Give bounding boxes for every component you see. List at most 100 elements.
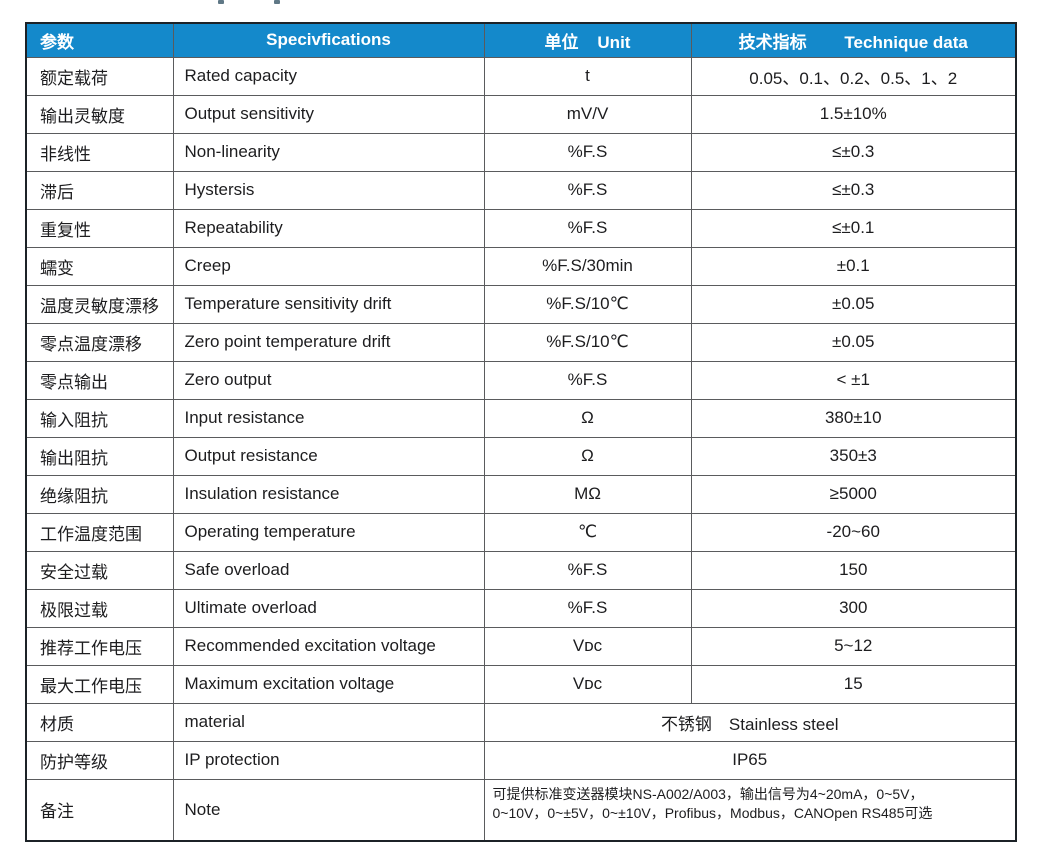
value-cell: < ±1	[690, 360, 1017, 400]
param-cn-cell: 绝缘阻抗	[25, 474, 174, 514]
value-cell: ≤±0.1	[690, 208, 1017, 248]
table-row: 滞后 Hystersis %F.S ≤±0.3	[25, 170, 1017, 210]
value-cell: 1.5±10%	[690, 94, 1017, 134]
param-cn-cell: 输出灵敏度	[25, 94, 174, 134]
unit-cell: %F.S	[483, 588, 692, 628]
spec-en-cell: Output sensitivity	[172, 94, 485, 134]
table-row: 安全过载 Safe overload %F.S 150	[25, 550, 1017, 590]
spec-en-cell: Output resistance	[172, 436, 485, 476]
table-row: 绝缘阻抗 Insulation resistance MΩ ≥5000	[25, 474, 1017, 514]
spec-en-cell: Operating temperature	[172, 512, 485, 552]
table-row: 重复性 Repeatability %F.S ≤±0.1	[25, 208, 1017, 248]
table-row: 推荐工作电压 Recommended excitation voltage Vᴅ…	[25, 626, 1017, 666]
value-cell: 15	[690, 664, 1017, 704]
table-row: 温度灵敏度漂移 Temperature sensitivity drift %F…	[25, 284, 1017, 324]
header-specifications: Specivfications	[172, 22, 485, 58]
param-cn-cell: 零点输出	[25, 360, 174, 400]
cropped-heading-fragment	[274, 0, 280, 4]
spec-en-cell: IP protection	[172, 740, 485, 780]
spec-en-cell: Recommended excitation voltage	[172, 626, 485, 666]
unit-cell: %F.S/30min	[483, 246, 692, 286]
spec-en-cell: Ultimate overload	[172, 588, 485, 628]
header-technique-data: 技术指标 Technique data	[690, 22, 1017, 58]
table-row: 备注 Note 可提供标准变送器模块NS-A002/A003，输出信号为4~20…	[25, 778, 1017, 842]
param-cn-cell: 重复性	[25, 208, 174, 248]
header-unit: 单位 Unit	[483, 22, 692, 58]
spec-en-cell: Zero output	[172, 360, 485, 400]
spec-en-cell: material	[172, 702, 485, 742]
value-cell: ±0.05	[690, 322, 1017, 362]
header-param: 参数	[25, 22, 174, 58]
table-row: 工作温度范围 Operating temperature ℃ -20~60	[25, 512, 1017, 552]
table-row: 输出灵敏度 Output sensitivity mV/V 1.5±10%	[25, 94, 1017, 134]
unit-cell: mV/V	[483, 94, 692, 134]
unit-cell: ℃	[483, 512, 692, 552]
spec-en-cell: Temperature sensitivity drift	[172, 284, 485, 324]
value-cell: 350±3	[690, 436, 1017, 476]
unit-cell: %F.S	[483, 208, 692, 248]
value-cell: 0.05、0.1、0.2、0.5、1、2	[690, 56, 1017, 96]
unit-cell: %F.S	[483, 360, 692, 400]
spec-en-cell: Rated capacity	[172, 56, 485, 96]
value-cell: 150	[690, 550, 1017, 590]
param-cn-cell: 防护等级	[25, 740, 174, 780]
merged-value-cell: 不锈钢 Stainless steel	[483, 702, 1017, 742]
param-cn-cell: 输入阻抗	[25, 398, 174, 438]
param-cn-cell: 极限过载	[25, 588, 174, 628]
param-cn-cell: 材质	[25, 702, 174, 742]
value-cell: -20~60	[690, 512, 1017, 552]
table-row: 防护等级 IP protection IP65	[25, 740, 1017, 780]
value-cell: 300	[690, 588, 1017, 628]
spec-en-cell: Creep	[172, 246, 485, 286]
value-cell: ±0.05	[690, 284, 1017, 324]
param-cn-cell: 最大工作电压	[25, 664, 174, 704]
table-row: 额定载荷 Rated capacity t 0.05、0.1、0.2、0.5、1…	[25, 56, 1017, 96]
cropped-heading-fragment	[218, 0, 224, 4]
unit-cell: Vᴅᴄ	[483, 626, 692, 666]
param-cn-cell: 推荐工作电压	[25, 626, 174, 666]
value-cell: ≤±0.3	[690, 132, 1017, 172]
spec-en-cell: Zero point temperature drift	[172, 322, 485, 362]
param-cn-cell: 蠕变	[25, 246, 174, 286]
spec-en-cell: Repeatability	[172, 208, 485, 248]
value-cell: ≤±0.3	[690, 170, 1017, 210]
table-row: 材质 material 不锈钢 Stainless steel	[25, 702, 1017, 742]
note-cell: 可提供标准变送器模块NS-A002/A003，输出信号为4~20mA，0~5V，…	[483, 778, 1017, 842]
spec-en-cell: Hystersis	[172, 170, 485, 210]
value-cell: ≥5000	[690, 474, 1017, 514]
unit-cell: %F.S	[483, 132, 692, 172]
spec-en-cell: Safe overload	[172, 550, 485, 590]
param-cn-cell: 非线性	[25, 132, 174, 172]
table-row: 零点温度漂移 Zero point temperature drift %F.S…	[25, 322, 1017, 362]
param-cn-cell: 输出阻抗	[25, 436, 174, 476]
value-cell: ±0.1	[690, 246, 1017, 286]
table-row: 蠕变 Creep %F.S/30min ±0.1	[25, 246, 1017, 286]
param-cn-cell: 安全过载	[25, 550, 174, 590]
unit-cell: %F.S	[483, 170, 692, 210]
param-cn-cell: 额定载荷	[25, 56, 174, 96]
param-cn-cell: 备注	[25, 778, 174, 842]
unit-cell: Ω	[483, 398, 692, 438]
unit-cell: %F.S	[483, 550, 692, 590]
table-row: 输入阻抗 Input resistance Ω 380±10	[25, 398, 1017, 438]
param-cn-cell: 工作温度范围	[25, 512, 174, 552]
spec-table: 参数 Specivfications 单位 Unit 技术指标 Techniqu…	[25, 22, 1017, 842]
spec-en-cell: Maximum excitation voltage	[172, 664, 485, 704]
table-row: 非线性 Non-linearity %F.S ≤±0.3	[25, 132, 1017, 172]
unit-cell: %F.S/10℃	[483, 284, 692, 324]
header-row: 参数 Specivfications 单位 Unit 技术指标 Techniqu…	[25, 22, 1017, 58]
value-cell: 5~12	[690, 626, 1017, 666]
value-cell: 380±10	[690, 398, 1017, 438]
table-row: 零点输出 Zero output %F.S < ±1	[25, 360, 1017, 400]
merged-value-cell: IP65	[483, 740, 1017, 780]
param-cn-cell: 温度灵敏度漂移	[25, 284, 174, 324]
param-cn-cell: 零点温度漂移	[25, 322, 174, 362]
unit-cell: t	[483, 56, 692, 96]
unit-cell: Vᴅᴄ	[483, 664, 692, 704]
unit-cell: %F.S/10℃	[483, 322, 692, 362]
table-row: 极限过载 Ultimate overload %F.S 300	[25, 588, 1017, 628]
param-cn-cell: 滞后	[25, 170, 174, 210]
unit-cell: MΩ	[483, 474, 692, 514]
table-row: 最大工作电压 Maximum excitation voltage Vᴅᴄ 15	[25, 664, 1017, 704]
